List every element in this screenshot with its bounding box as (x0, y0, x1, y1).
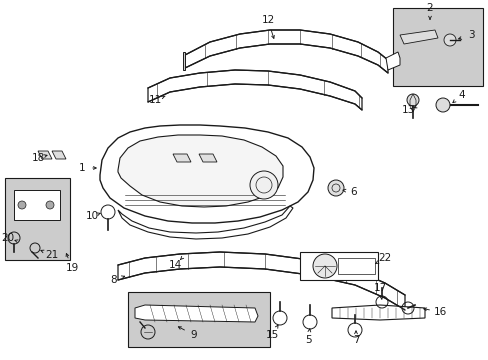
Circle shape (406, 94, 418, 106)
Text: 11: 11 (148, 95, 162, 105)
Text: 15: 15 (265, 330, 278, 340)
Circle shape (327, 180, 343, 196)
Polygon shape (183, 52, 184, 70)
Bar (5, 178, 70, 260)
Text: 19: 19 (65, 263, 79, 273)
Polygon shape (331, 305, 424, 320)
Text: 18: 18 (31, 153, 44, 163)
Text: 8: 8 (110, 275, 117, 285)
Polygon shape (199, 154, 217, 162)
Text: 10: 10 (85, 211, 99, 221)
Text: 16: 16 (432, 307, 446, 317)
Text: 13: 13 (401, 105, 414, 115)
Text: 2: 2 (426, 3, 432, 13)
Polygon shape (38, 151, 52, 159)
Text: 9: 9 (190, 330, 197, 340)
Polygon shape (399, 30, 437, 44)
Polygon shape (118, 252, 404, 310)
Bar (299, 252, 377, 280)
Text: 22: 22 (378, 253, 391, 263)
Text: 6: 6 (350, 187, 357, 197)
Bar (14, 190, 60, 220)
Polygon shape (173, 154, 191, 162)
Text: 14: 14 (168, 260, 181, 270)
Text: 7: 7 (352, 335, 359, 345)
Bar (128, 292, 269, 347)
Text: 20: 20 (1, 233, 15, 243)
Text: 3: 3 (467, 30, 473, 40)
Polygon shape (385, 52, 399, 70)
Polygon shape (184, 30, 387, 73)
Bar (392, 8, 482, 86)
Polygon shape (100, 125, 313, 223)
Circle shape (46, 201, 54, 209)
Polygon shape (118, 135, 283, 207)
Circle shape (435, 98, 449, 112)
Circle shape (443, 34, 455, 46)
Polygon shape (148, 70, 361, 110)
Text: 5: 5 (304, 335, 311, 345)
Text: 21: 21 (45, 250, 59, 260)
Polygon shape (52, 151, 66, 159)
Text: 4: 4 (458, 90, 465, 100)
Circle shape (18, 201, 26, 209)
Text: 17: 17 (373, 283, 386, 293)
Text: 1: 1 (79, 163, 85, 173)
Polygon shape (118, 206, 292, 239)
Circle shape (249, 171, 278, 199)
Circle shape (312, 254, 336, 278)
Text: 12: 12 (261, 15, 274, 25)
Polygon shape (135, 305, 258, 322)
